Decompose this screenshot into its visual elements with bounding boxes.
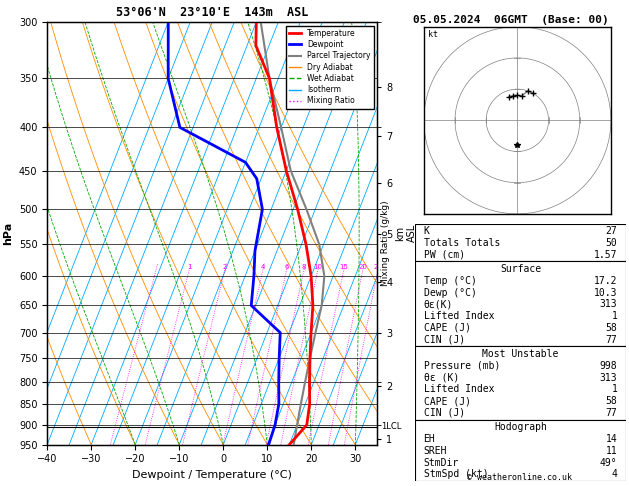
Text: 27: 27 bbox=[606, 226, 618, 236]
Text: 998: 998 bbox=[600, 361, 618, 371]
Text: 1LCL: 1LCL bbox=[382, 422, 402, 432]
Text: Surface: Surface bbox=[500, 264, 541, 274]
Text: 8: 8 bbox=[302, 264, 306, 270]
Text: 4: 4 bbox=[611, 469, 618, 479]
Text: CIN (J): CIN (J) bbox=[423, 408, 465, 418]
Text: 1: 1 bbox=[611, 311, 618, 321]
Text: PW (cm): PW (cm) bbox=[423, 250, 465, 260]
Text: 10.3: 10.3 bbox=[594, 288, 618, 297]
Text: 1: 1 bbox=[611, 384, 618, 395]
Text: 11: 11 bbox=[606, 446, 618, 456]
Text: Lifted Index: Lifted Index bbox=[423, 311, 494, 321]
Text: 10: 10 bbox=[313, 264, 322, 270]
Text: K: K bbox=[423, 226, 430, 236]
Legend: Temperature, Dewpoint, Parcel Trajectory, Dry Adiabat, Wet Adiabat, Isotherm, Mi: Temperature, Dewpoint, Parcel Trajectory… bbox=[286, 26, 374, 108]
Text: 6: 6 bbox=[284, 264, 289, 270]
Text: 77: 77 bbox=[606, 335, 618, 345]
Text: 25: 25 bbox=[374, 264, 382, 270]
Text: Totals Totals: Totals Totals bbox=[423, 238, 500, 248]
Text: © weatheronline.co.uk: © weatheronline.co.uk bbox=[467, 473, 572, 482]
Text: 14: 14 bbox=[606, 434, 618, 444]
Text: Lifted Index: Lifted Index bbox=[423, 384, 494, 395]
Text: kt: kt bbox=[428, 31, 438, 39]
Text: Temp (°C): Temp (°C) bbox=[423, 276, 476, 286]
Text: Hodograph: Hodograph bbox=[494, 422, 547, 432]
Bar bbox=[415, 420, 626, 481]
Text: 1: 1 bbox=[187, 264, 191, 270]
Bar bbox=[415, 261, 626, 347]
Text: CAPE (J): CAPE (J) bbox=[423, 323, 470, 333]
Bar bbox=[415, 224, 626, 261]
Text: CIN (J): CIN (J) bbox=[423, 335, 465, 345]
Y-axis label: km
ASL: km ASL bbox=[396, 224, 417, 243]
Text: 2: 2 bbox=[223, 264, 227, 270]
Text: 4: 4 bbox=[261, 264, 265, 270]
Text: 05.05.2024  06GMT  (Base: 00): 05.05.2024 06GMT (Base: 00) bbox=[413, 15, 608, 25]
Text: 58: 58 bbox=[606, 396, 618, 406]
Text: EH: EH bbox=[423, 434, 435, 444]
Text: 77: 77 bbox=[606, 408, 618, 418]
X-axis label: Dewpoint / Temperature (°C): Dewpoint / Temperature (°C) bbox=[132, 470, 292, 480]
Text: SREH: SREH bbox=[423, 446, 447, 456]
Text: Mixing Ratio (g/kg): Mixing Ratio (g/kg) bbox=[381, 200, 390, 286]
Text: Pressure (mb): Pressure (mb) bbox=[423, 361, 500, 371]
Text: 50: 50 bbox=[606, 238, 618, 248]
Text: StmDir: StmDir bbox=[423, 458, 459, 468]
Text: Most Unstable: Most Unstable bbox=[482, 349, 559, 359]
Text: 49°: 49° bbox=[600, 458, 618, 468]
Text: Dewp (°C): Dewp (°C) bbox=[423, 288, 476, 297]
Text: 20: 20 bbox=[359, 264, 367, 270]
Text: 313: 313 bbox=[600, 299, 618, 310]
Text: 17.2: 17.2 bbox=[594, 276, 618, 286]
Y-axis label: hPa: hPa bbox=[3, 222, 13, 245]
Bar bbox=[415, 347, 626, 420]
Title: 53°06'N  23°10'E  143m  ASL: 53°06'N 23°10'E 143m ASL bbox=[116, 6, 308, 19]
Text: 313: 313 bbox=[600, 373, 618, 382]
Text: CAPE (J): CAPE (J) bbox=[423, 396, 470, 406]
Text: θε (K): θε (K) bbox=[423, 373, 459, 382]
Text: StmSpd (kt): StmSpd (kt) bbox=[423, 469, 488, 479]
Text: 15: 15 bbox=[339, 264, 348, 270]
Text: 58: 58 bbox=[606, 323, 618, 333]
Text: 1.57: 1.57 bbox=[594, 250, 618, 260]
Text: θε(K): θε(K) bbox=[423, 299, 453, 310]
